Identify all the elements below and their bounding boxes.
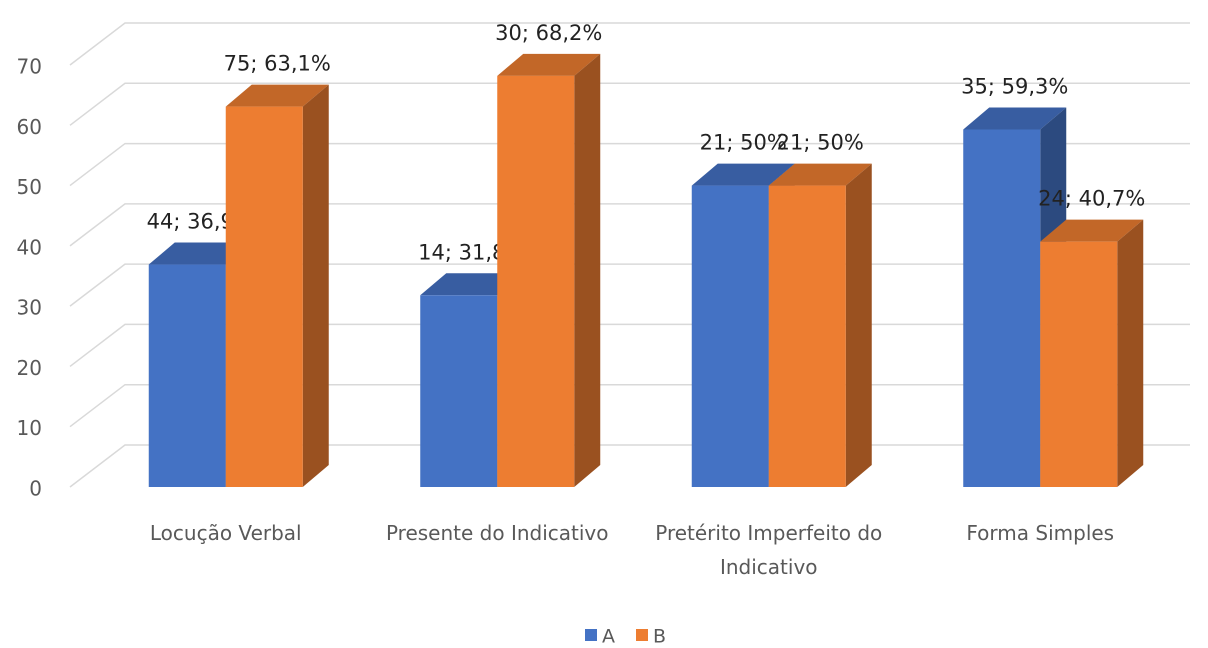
x-tick-label: Forma Simples bbox=[966, 521, 1115, 545]
data-label: 30; 68,2% bbox=[495, 21, 602, 45]
bar-front bbox=[225, 106, 303, 488]
data-label: 75; 63,1% bbox=[224, 52, 331, 76]
bar-front bbox=[1040, 241, 1118, 487]
bar-side bbox=[574, 53, 601, 487]
bar-top bbox=[1040, 219, 1144, 242]
bar-side bbox=[302, 84, 329, 488]
bar bbox=[768, 163, 872, 488]
bar-side bbox=[845, 163, 872, 488]
x-tick-label: Locução Verbal bbox=[149, 521, 302, 545]
y-tick-label: 30 bbox=[17, 296, 42, 320]
bar bbox=[1040, 219, 1144, 487]
y-tick-label: 40 bbox=[17, 235, 42, 259]
bar-front bbox=[497, 75, 575, 487]
data-label: 21; 50% bbox=[700, 131, 787, 155]
data-label: 24; 40,7% bbox=[1038, 187, 1145, 211]
y-tick-label: 70 bbox=[17, 55, 42, 79]
y-tick-label: 10 bbox=[17, 416, 42, 440]
bar-top bbox=[963, 107, 1067, 130]
bar-side bbox=[1117, 219, 1144, 487]
bar-front bbox=[148, 264, 226, 487]
bar-front bbox=[691, 185, 769, 488]
x-tick-label: Presente do Indicativo bbox=[385, 521, 609, 545]
y-tick-label: 0 bbox=[29, 477, 42, 501]
grid-line bbox=[69, 142, 1190, 187]
bar-top bbox=[768, 163, 872, 186]
bar bbox=[497, 53, 601, 487]
y-tick-label: 20 bbox=[17, 356, 42, 380]
bar-front bbox=[963, 129, 1041, 487]
grid-line bbox=[69, 82, 1190, 126]
data-label: 35; 59,3% bbox=[961, 75, 1068, 99]
bar bbox=[225, 84, 329, 488]
bar-top bbox=[497, 53, 601, 76]
y-tick-label: 60 bbox=[17, 115, 42, 139]
bar-top bbox=[691, 163, 795, 186]
legend-label: A bbox=[602, 626, 615, 648]
data-label: 21; 50% bbox=[777, 131, 864, 155]
bar-front bbox=[420, 295, 498, 487]
bar-top bbox=[225, 84, 329, 107]
y-tick-label: 50 bbox=[17, 175, 42, 199]
legend-swatch bbox=[636, 629, 648, 641]
bar-front bbox=[768, 185, 846, 488]
legend-swatch bbox=[585, 629, 597, 641]
legend-label: B bbox=[653, 626, 666, 648]
grid-line bbox=[69, 22, 1190, 66]
x-tick-label: Pretérito Imperfeito do Indicativo bbox=[655, 521, 883, 579]
